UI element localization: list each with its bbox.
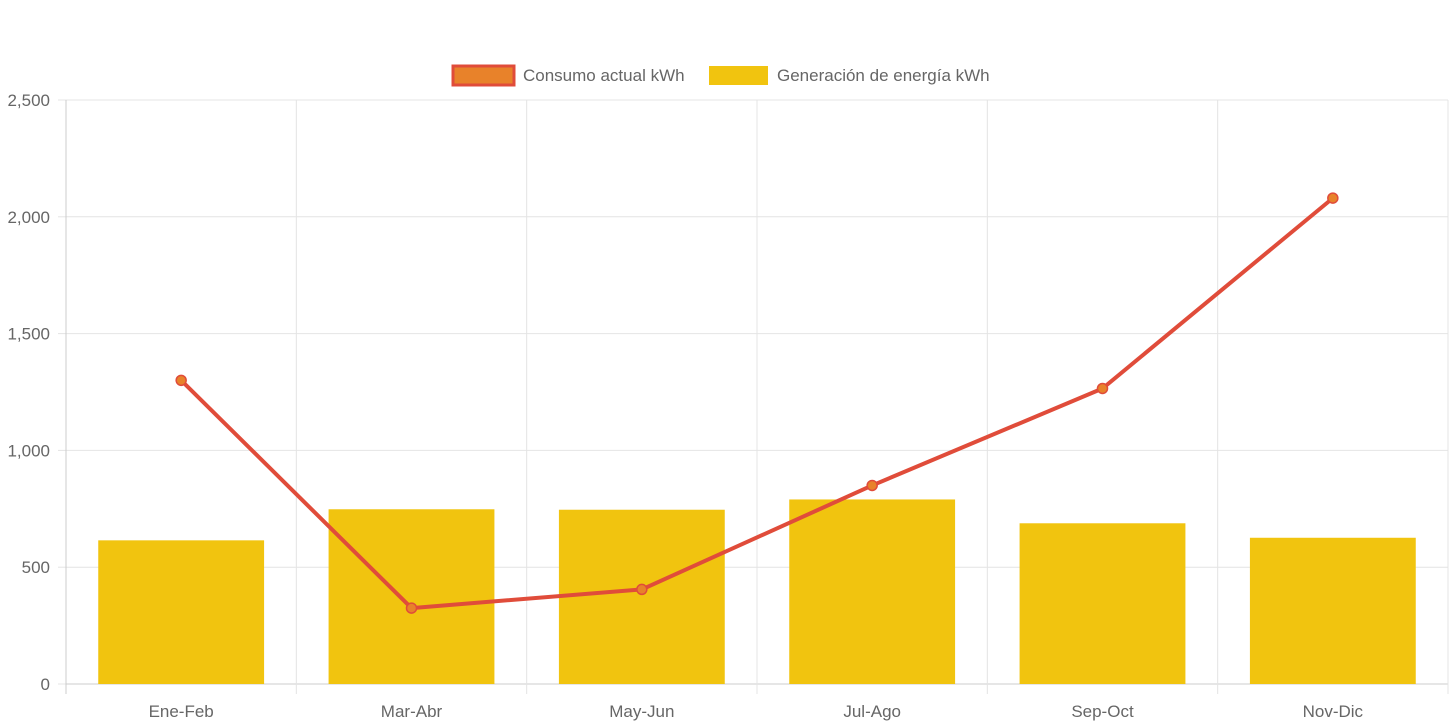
line-point-may-jun <box>636 583 648 596</box>
y-tick-label: 1,500 <box>7 325 50 344</box>
line-point-sep-oct <box>1096 382 1109 395</box>
legend-swatch-consumption <box>451 64 516 87</box>
x-tick-label: Sep-Oct <box>1071 702 1134 721</box>
bar-jul-ago <box>789 499 956 684</box>
y-tick-label: 1,000 <box>7 441 50 460</box>
y-tick-label: 2,000 <box>7 208 50 227</box>
y-tick-label: 0 <box>41 675 50 694</box>
x-tick-label: Ene-Feb <box>149 702 214 721</box>
axes: 0 500 1,000 1,500 2,000 2,500 Ene-Feb Mar-Abr Ma… <box>7 91 1363 721</box>
x-tick-label: May-Jun <box>609 702 674 721</box>
y-tick-label: 500 <box>22 558 50 577</box>
legend: Consumo actual kWh Generación de energía … <box>451 64 990 87</box>
legend-swatch-generation <box>709 66 768 85</box>
bar-series <box>98 499 1416 684</box>
x-tick-label: Jul-Ago <box>843 702 901 721</box>
bar-sep-oct <box>1019 523 1186 684</box>
line-point-ene-feb <box>175 374 187 387</box>
x-tick-label: Nov-Dic <box>1303 702 1364 721</box>
legend-label-generation: Generación de energía kWh <box>777 66 990 85</box>
bar-ene-feb <box>98 540 265 684</box>
y-tick-label: 2,500 <box>7 91 50 110</box>
line-point-mar-abr <box>405 602 418 614</box>
line-point-jul-ago <box>866 479 878 492</box>
bar-nov-dic <box>1249 537 1416 684</box>
legend-label-consumption: Consumo actual kWh <box>523 66 685 85</box>
grid <box>58 99 1449 694</box>
bar-mar-abr <box>328 509 495 684</box>
x-tick-label: Mar-Abr <box>381 702 443 721</box>
consumption-line <box>179 196 1335 611</box>
bar-may-jun <box>558 509 725 684</box>
line-series <box>175 192 1339 614</box>
line-point-nov-dic <box>1327 192 1339 204</box>
